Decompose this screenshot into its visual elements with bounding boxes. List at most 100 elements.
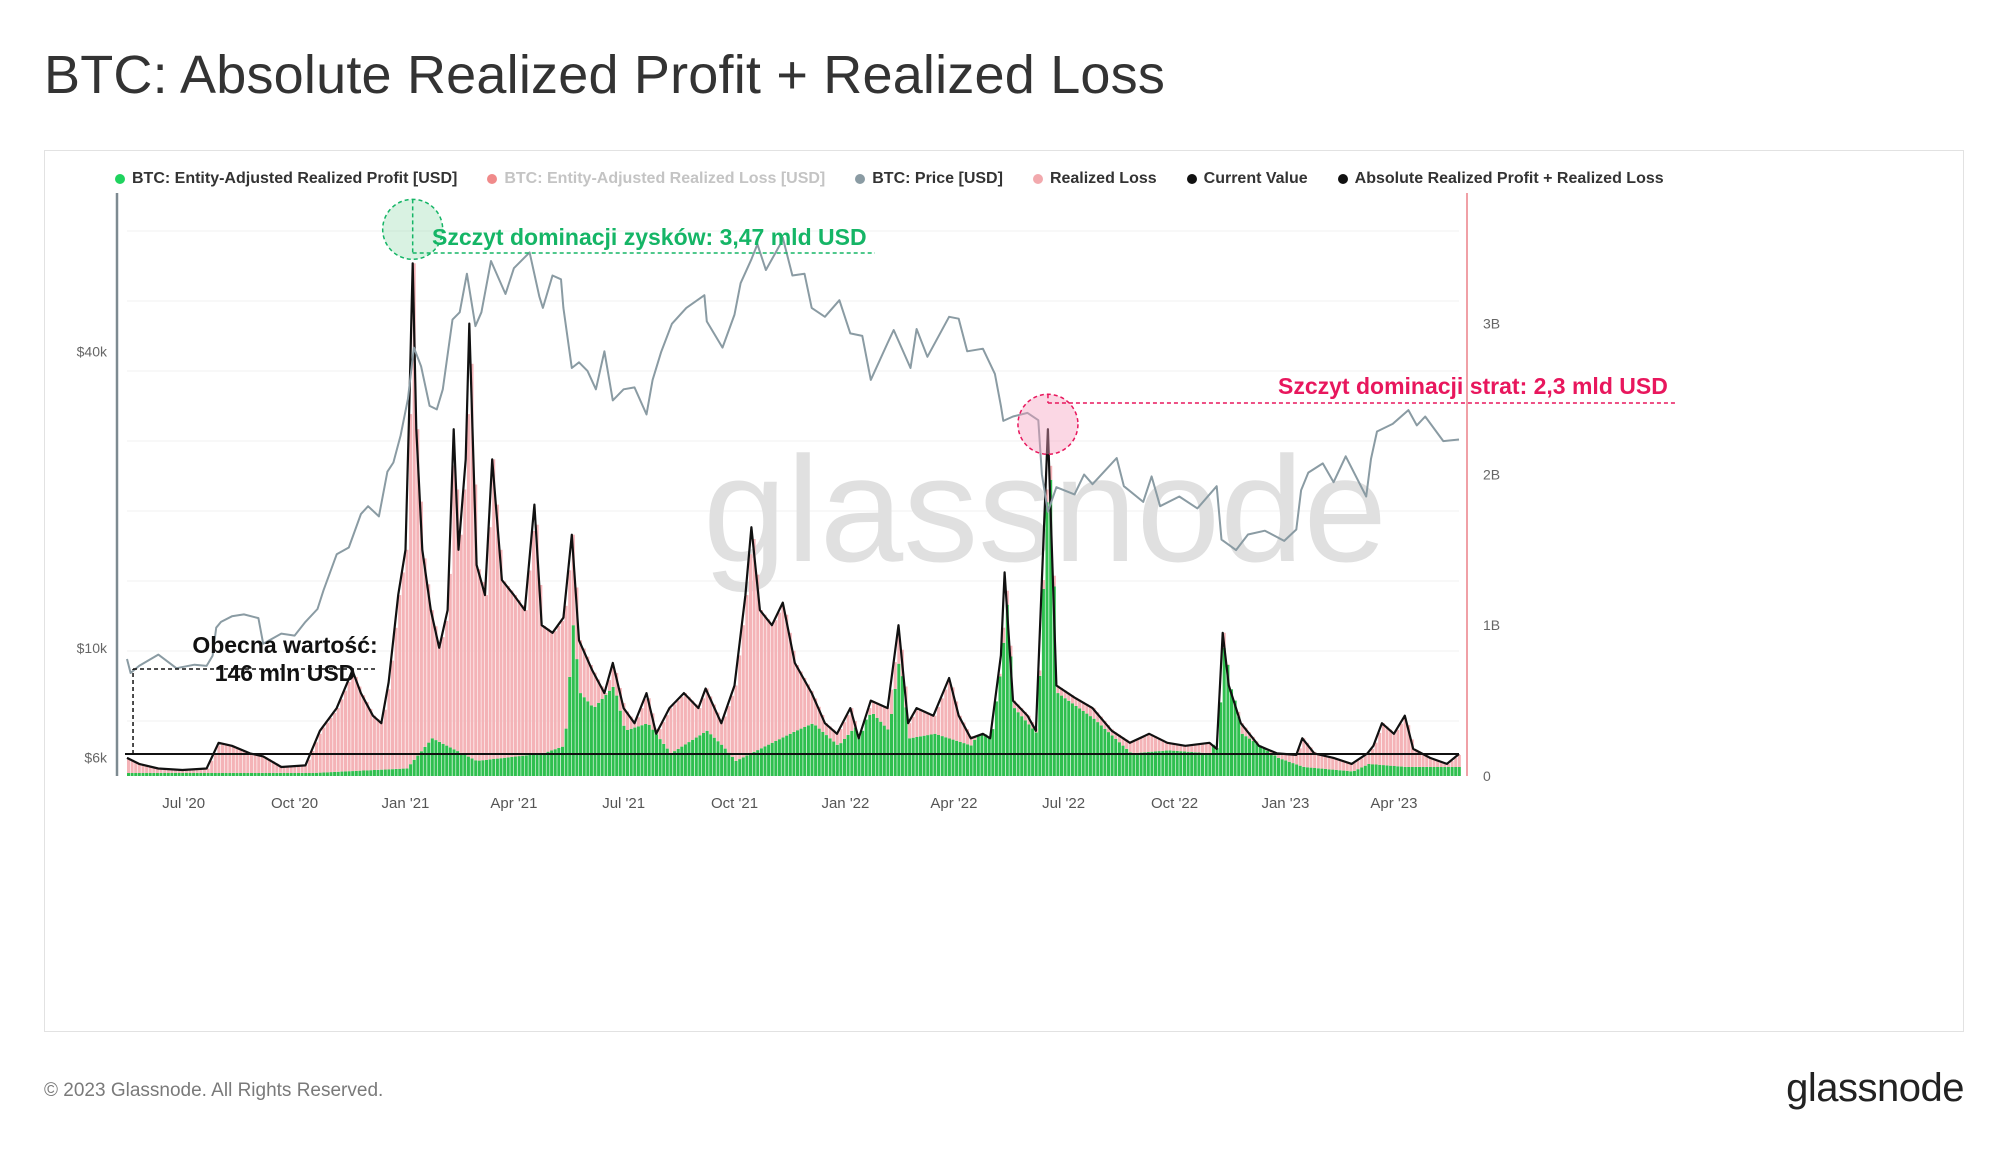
- loss-bar: [1436, 760, 1440, 767]
- profit-bar: [242, 773, 246, 776]
- profit-bar: [434, 740, 438, 776]
- profit-bar: [452, 749, 456, 776]
- legend-item-realized-loss[interactable]: Realized Loss: [1032, 170, 1157, 188]
- profit-bar: [774, 741, 778, 776]
- loss-bar: [470, 363, 474, 759]
- loss-bar: [1418, 751, 1422, 767]
- profit-bar: [1150, 751, 1154, 776]
- loss-bar: [1154, 736, 1158, 752]
- profit-bar: [1190, 752, 1194, 776]
- profit-bar: [553, 749, 557, 776]
- loss-bar: [680, 696, 684, 747]
- profit-bar: [810, 723, 814, 776]
- legend-item-profit[interactable]: BTC: Entity-Adjusted Realized Profit [US…: [115, 170, 457, 188]
- profit-bar: [966, 744, 970, 776]
- profit-bar: [260, 773, 264, 776]
- loss-bar: [879, 704, 883, 722]
- legend-item-current-value[interactable]: Current Value: [1186, 170, 1308, 188]
- loss-bar: [1396, 729, 1400, 767]
- profit-bar: [875, 717, 879, 776]
- loss-bar: [481, 582, 485, 761]
- profit-bar: [636, 726, 640, 776]
- profit-bar: [550, 750, 554, 776]
- loss-bar: [1331, 757, 1335, 770]
- profit-bar: [210, 773, 214, 776]
- profit-bar: [1052, 586, 1056, 776]
- profit-bar: [524, 755, 528, 776]
- profit-bar: [683, 744, 687, 776]
- profit-bar: [1356, 769, 1360, 776]
- loss-bar: [626, 711, 630, 730]
- loss-bar: [593, 672, 597, 707]
- loss-bar: [253, 754, 257, 773]
- profit-bar: [221, 773, 225, 776]
- profit-bar: [344, 771, 348, 776]
- profit-bar: [416, 755, 420, 776]
- profit-bar: [1135, 752, 1139, 776]
- legend-dot-price: [855, 174, 866, 184]
- profit-bar: [593, 706, 597, 776]
- profit-bar: [618, 710, 622, 776]
- loss-bar: [1425, 755, 1429, 767]
- loss-bar: [224, 744, 228, 773]
- profit-bar: [278, 773, 282, 776]
- loss-bar: [1305, 742, 1309, 768]
- loss-bar: [1356, 760, 1360, 770]
- legend-item-total[interactable]: Absolute Realized Profit + Realized Loss: [1337, 170, 1664, 188]
- profit-bar: [532, 754, 536, 776]
- legend-item-price[interactable]: BTC: Price [USD]: [855, 170, 1003, 188]
- profit-bar: [1410, 767, 1414, 776]
- loss-bar: [1183, 745, 1187, 752]
- profit-bar: [734, 760, 738, 776]
- profit-bar: [1016, 712, 1020, 776]
- loss-bar: [1060, 687, 1064, 696]
- profit-bar: [922, 735, 926, 776]
- profit-bar: [622, 725, 626, 776]
- profit-bar: [1324, 768, 1328, 776]
- legend-item-loss-adjusted[interactable]: BTC: Entity-Adjusted Realized Loss [USD]: [487, 170, 825, 188]
- profit-bar: [398, 768, 402, 776]
- profit-bar: [127, 773, 131, 776]
- profit-bar: [1414, 767, 1418, 776]
- loss-bar: [264, 757, 268, 773]
- profit-bar: [908, 738, 912, 776]
- loss-bar: [1240, 723, 1244, 734]
- loss-bar: [647, 698, 651, 725]
- loss-bar: [792, 650, 796, 732]
- loss-bar: [503, 581, 507, 758]
- profit-bar: [904, 707, 908, 776]
- loss-bar: [228, 745, 232, 773]
- loss-bar: [1443, 762, 1447, 767]
- loss-bar: [756, 574, 760, 751]
- profit-bar: [268, 773, 272, 776]
- profit-bar: [579, 693, 583, 776]
- loss-bar: [759, 610, 763, 749]
- loss-bar: [369, 708, 373, 771]
- profit-bar: [365, 770, 369, 776]
- legend-label-profit: BTC: Entity-Adjusted Realized Profit [US…: [132, 170, 458, 187]
- loss-bar: [622, 703, 626, 726]
- legend-dot-realized-loss: [1032, 174, 1043, 184]
- profit-bar: [412, 759, 416, 776]
- loss-bar: [752, 539, 756, 752]
- loss-bar: [806, 684, 810, 726]
- profit-bar: [1128, 752, 1132, 776]
- profit-bar: [575, 659, 579, 776]
- profit-bar: [275, 773, 279, 776]
- loss-bar: [835, 732, 839, 745]
- loss-bar: [322, 727, 326, 773]
- profit-bar: [1342, 770, 1346, 776]
- loss-bar: [217, 745, 221, 773]
- profit-bar: [1078, 708, 1082, 776]
- loss-bar: [1367, 753, 1371, 764]
- profit-bar: [770, 742, 774, 776]
- profit-bar: [720, 744, 724, 776]
- profit-bar: [1392, 766, 1396, 776]
- loss-bar: [611, 667, 615, 687]
- loss-bar: [282, 766, 286, 773]
- profit-bar: [998, 676, 1002, 776]
- loss-bar: [716, 712, 720, 742]
- loss-bar: [380, 722, 384, 770]
- chart-legend: BTC: Entity-Adjusted Realized Profit [US…: [115, 167, 1664, 191]
- loss-bar: [1378, 732, 1382, 765]
